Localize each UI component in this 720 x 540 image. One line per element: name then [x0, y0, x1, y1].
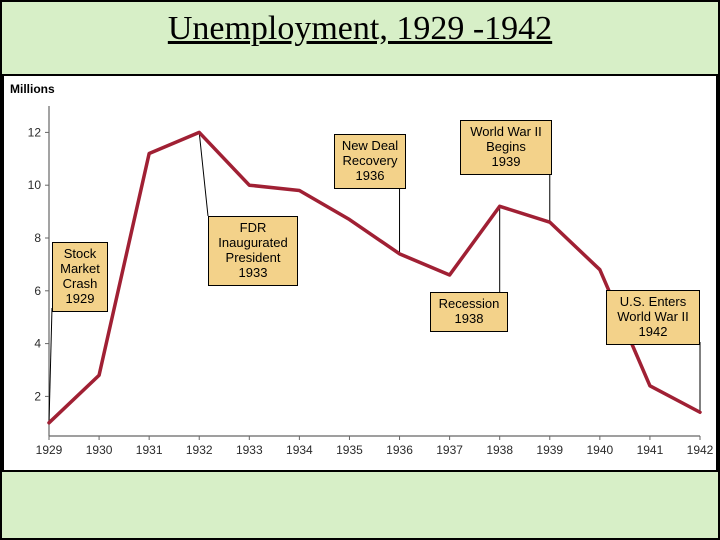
callout-0: StockMarketCrash1929	[52, 242, 108, 312]
svg-text:1940: 1940	[586, 443, 613, 457]
svg-text:10: 10	[28, 178, 42, 192]
svg-text:1938: 1938	[486, 443, 513, 457]
svg-text:1942: 1942	[687, 443, 714, 457]
callout-5: U.S. EntersWorld War II1942	[606, 290, 700, 345]
svg-text:1941: 1941	[637, 443, 664, 457]
svg-text:8: 8	[34, 231, 41, 245]
slide: Unemployment, 1929 -1942 2 4 6 8 10 12 1929 193…	[0, 0, 720, 540]
svg-text:6: 6	[34, 284, 41, 298]
svg-text:1934: 1934	[286, 443, 313, 457]
y-axis-title: Millions	[10, 82, 55, 96]
svg-text:1937: 1937	[436, 443, 463, 457]
svg-text:1935: 1935	[336, 443, 363, 457]
svg-text:2: 2	[34, 389, 41, 403]
callout-2: New DealRecovery1936	[334, 134, 406, 189]
svg-text:1939: 1939	[536, 443, 563, 457]
callout-4: World War IIBegins1939	[460, 120, 552, 175]
svg-text:1931: 1931	[136, 443, 163, 457]
svg-text:1936: 1936	[386, 443, 413, 457]
svg-text:12: 12	[28, 125, 42, 139]
svg-text:1929: 1929	[36, 443, 63, 457]
callout-3: Recession1938	[430, 292, 508, 332]
svg-text:4: 4	[34, 337, 41, 351]
svg-text:1930: 1930	[86, 443, 113, 457]
svg-text:1933: 1933	[236, 443, 263, 457]
chart-frame: 2 4 6 8 10 12 1929 1930 1931 1932 1933 1934 1935 1936…	[2, 74, 718, 472]
page-title: Unemployment, 1929 -1942	[2, 2, 718, 50]
svg-text:1932: 1932	[186, 443, 213, 457]
callout-1: FDRInauguratedPresident1933	[208, 216, 298, 286]
